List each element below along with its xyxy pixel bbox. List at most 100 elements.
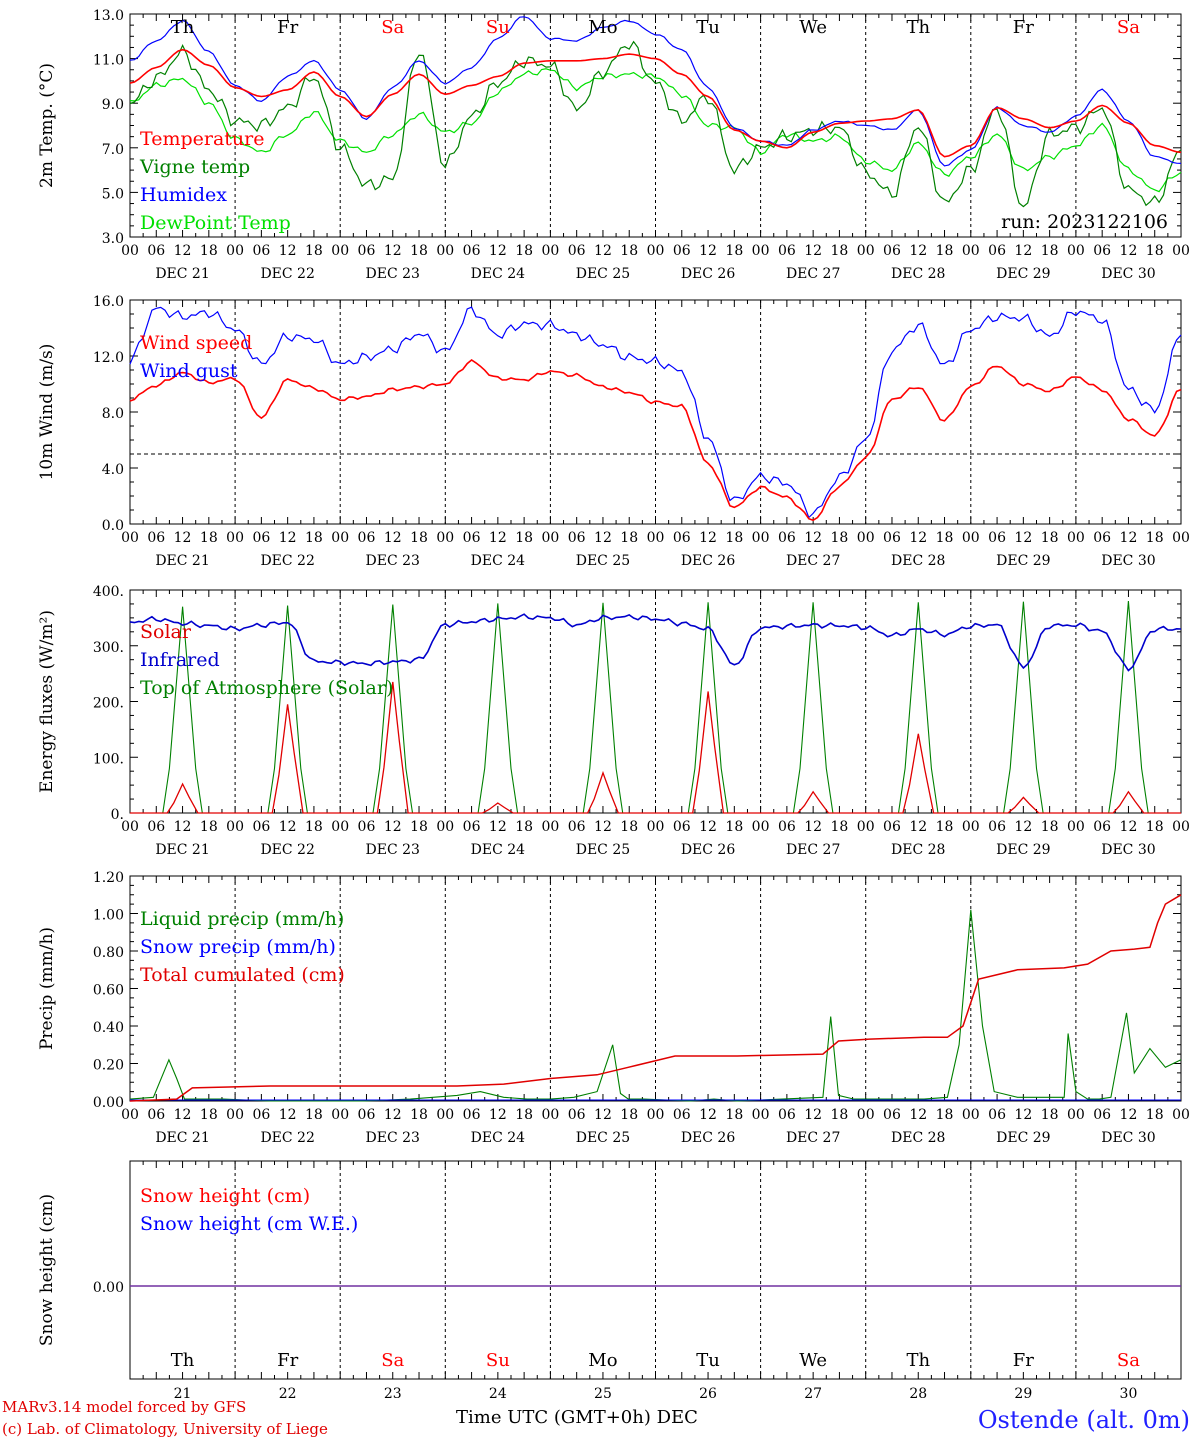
- hour-tick-label: 18: [200, 1107, 218, 1123]
- legend-entry: Snow precip (mm/h): [140, 936, 336, 958]
- y-axis-3: 0.00 0.20 0.40 0.60 0.80 1.00 1.20 Precip (mm/h…: [37, 870, 1181, 1111]
- date-label: DEC 29: [996, 266, 1050, 282]
- hour-tick-label: 00: [331, 530, 349, 546]
- hour-tick-label: 00: [962, 1107, 980, 1123]
- date-label: DEC 27: [786, 266, 840, 282]
- hour-tick-label: 00: [436, 1107, 454, 1123]
- hour-tick-label: 00: [121, 530, 139, 546]
- hour-tick-label: 12: [174, 1107, 192, 1123]
- day-name-label: We: [799, 17, 827, 38]
- y-tick-label: 1.00: [93, 908, 124, 924]
- hour-tick-label: 12: [384, 243, 402, 259]
- legend-4: Snow height (cm) Snow height (cm W.E.): [140, 1185, 358, 1235]
- hour-tick-label: 06: [358, 1107, 376, 1123]
- hour-tick-label: 18: [725, 530, 743, 546]
- hour-tick-label: 00: [752, 243, 770, 259]
- hour-tick-label: 12: [699, 243, 717, 259]
- hour-tick-label: 06: [673, 819, 691, 835]
- hour-tick-label: 06: [1093, 530, 1111, 546]
- legend-entry: Temperature: [140, 128, 264, 150]
- hour-tick-label: 00: [331, 243, 349, 259]
- hour-tick-label: 18: [515, 819, 533, 835]
- legend-entry: Vigne temp: [139, 156, 250, 178]
- day-number-label: 22: [279, 1386, 297, 1402]
- hour-tick-label: 06: [147, 243, 165, 259]
- date-label: DEC 25: [576, 1130, 630, 1146]
- hour-tick-label: 18: [725, 243, 743, 259]
- date-label: DEC 25: [576, 553, 630, 569]
- date-label: DEC 28: [891, 266, 945, 282]
- hour-tick-label: 12: [1120, 530, 1138, 546]
- y-tick-label: 11.0: [93, 53, 124, 69]
- hour-tick-label: 00: [647, 819, 665, 835]
- legend-entry: Snow height (cm W.E.): [140, 1213, 358, 1235]
- hour-tick-label: 18: [305, 530, 323, 546]
- date-label: DEC 26: [681, 553, 736, 569]
- hour-tick-label: 18: [831, 1107, 849, 1123]
- day-names-top: Th Fr Sa Su Mo Tu We Th Fr Sa: [171, 17, 1141, 38]
- legend-entry: DewPoint Temp: [140, 212, 291, 234]
- hour-tick-label: 06: [1093, 243, 1111, 259]
- legend-entry: Wind speed: [140, 332, 252, 354]
- hour-tick-label: 18: [620, 1107, 638, 1123]
- date-label: DEC 30: [1101, 1130, 1155, 1146]
- day-name-label: Fr: [1013, 1350, 1034, 1371]
- day-name-label: Mo: [588, 1350, 617, 1371]
- day-name-label: Sa: [1117, 1350, 1140, 1371]
- legend-0: Temperature Vigne temp Humidex DewPoint Tem…: [139, 128, 291, 234]
- model-credit: MARv3.14 model forced by GFS: [2, 1398, 246, 1416]
- hour-tick-label: 00: [1067, 819, 1085, 835]
- day-name-label: Th: [906, 1350, 930, 1371]
- hour-tick-label: 00: [857, 819, 875, 835]
- y-tick-label: 8.0: [102, 406, 124, 422]
- hour-tick-label: 12: [909, 243, 927, 259]
- hour-tick-label: 18: [725, 1107, 743, 1123]
- y-axis-title: Snow height (cm): [37, 1194, 57, 1346]
- hour-tick-label: 12: [1120, 819, 1138, 835]
- hour-tick-label: 18: [515, 243, 533, 259]
- date-label: DEC 26: [681, 266, 736, 282]
- hour-tick-label: 00: [121, 243, 139, 259]
- hour-tick-label: 18: [936, 243, 954, 259]
- hour-tick-label: 18: [200, 243, 218, 259]
- date-label: DEC 28: [891, 1130, 945, 1146]
- date-label: DEC 21: [155, 842, 209, 858]
- y-tick-label: 9.0: [102, 97, 124, 113]
- hour-tick-label: 00: [541, 243, 559, 259]
- y-tick-label: 0.00: [93, 1095, 124, 1111]
- hour-tick-label: 06: [568, 530, 586, 546]
- hour-tick-label: 06: [463, 1107, 481, 1123]
- y-tick-label: 400.: [93, 584, 124, 600]
- y-tick-label: 4.0: [102, 462, 124, 478]
- y-tick-label: 300.: [93, 640, 124, 656]
- legend-1: Wind speed Wind gust: [140, 332, 252, 382]
- hour-tick-label: 18: [1146, 243, 1164, 259]
- hour-tick-label: 12: [699, 530, 717, 546]
- hour-tick-label: 12: [804, 1107, 822, 1123]
- date-label: DEC 29: [996, 1130, 1050, 1146]
- series-line-total-cumulated: [129, 894, 1182, 1102]
- date-label: DEC 24: [471, 842, 526, 858]
- hour-tick-label: 18: [936, 819, 954, 835]
- y-axis-title: Energy fluxes (W/m²): [37, 610, 57, 793]
- day-numbers: 21 22 23 24 25 26 27 28 29 30: [174, 1386, 1138, 1402]
- y-tick-label: 5.0: [102, 186, 124, 202]
- date-label: DEC 21: [155, 266, 209, 282]
- y-axis-title: 2m Temp. (°C): [37, 63, 57, 188]
- day-number-label: 21: [174, 1386, 192, 1402]
- hour-tick-label: 18: [1146, 819, 1164, 835]
- hour-tick-label: 00: [752, 819, 770, 835]
- date-label: DEC 24: [471, 1130, 526, 1146]
- date-label: DEC 25: [576, 266, 630, 282]
- hour-tick-label: 06: [778, 530, 796, 546]
- day-number-label: 29: [1014, 1386, 1032, 1402]
- hour-tick-label: 12: [489, 243, 507, 259]
- legend-entry: Total cumulated (cm): [140, 964, 345, 986]
- date-label: DEC 22: [260, 266, 314, 282]
- date-label: DEC 24: [471, 266, 526, 282]
- y-tick-label: 0.20: [93, 1058, 124, 1074]
- hour-tick-label: 18: [1146, 1107, 1164, 1123]
- hour-tick-label: 00: [121, 1107, 139, 1123]
- hour-tick-label: 00: [226, 243, 244, 259]
- hour-tick-label: 00: [541, 1107, 559, 1123]
